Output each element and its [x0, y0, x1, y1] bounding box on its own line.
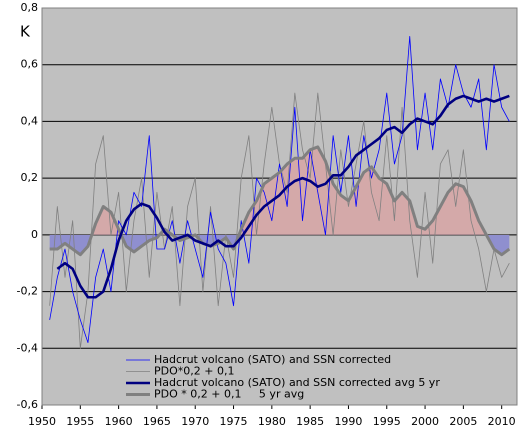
y-tick-label: 0,4 [21, 114, 39, 127]
series-line [49, 35, 510, 344]
legend-label: PDO*0,2 + 0,1 [154, 365, 234, 378]
y-tick-label: -0,6 [17, 398, 38, 411]
legend-label: PDO * 0,2 + 0,1 5 yr avg [154, 388, 304, 401]
x-tick-label: 1960 [105, 415, 133, 428]
legend-label: Hadcrut volcano (SATO) and SSN corrected [154, 353, 391, 366]
y-tick-label: 0,2 [21, 171, 39, 184]
y-tick-label: 0,8 [21, 1, 39, 14]
x-tick-label: 1965 [143, 415, 171, 428]
x-tick-label: 2005 [449, 415, 477, 428]
series-line [49, 145, 511, 257]
y-tick-label: -0,4 [17, 341, 38, 354]
x-tick-label: 1985 [296, 415, 324, 428]
x-tick-label: 2000 [411, 415, 439, 428]
series-line [56, 94, 510, 299]
legend: Hadcrut volcano (SATO) and SSN corrected… [126, 353, 440, 401]
axes: -0,6 -0,4 -0,2 0 0,2 0,4 0,6 0,8 1950 1955 1960 196… [17, 1, 518, 428]
x-tick-label: 1950 [28, 415, 56, 428]
x-tick-label: 1980 [258, 415, 286, 428]
x-tick-label: 1990 [334, 415, 362, 428]
y-tick-label: 0 [31, 228, 38, 241]
lines [49, 35, 511, 349]
x-tick-label: 1995 [373, 415, 401, 428]
y-tick-label: -0,2 [17, 285, 38, 298]
x-tick-label: 1975 [220, 415, 248, 428]
area-above [49, 146, 510, 235]
y-tick-label: 0,6 [21, 58, 39, 71]
legend-label: Hadcrut volcano (SATO) and SSN corrected… [154, 376, 440, 389]
y-axis-label: K [20, 23, 31, 41]
x-tick-label: 1955 [66, 415, 94, 428]
plot-border [41, 7, 518, 406]
x-tick-label: 2010 [488, 415, 516, 428]
x-tick-label: 1970 [181, 415, 209, 428]
